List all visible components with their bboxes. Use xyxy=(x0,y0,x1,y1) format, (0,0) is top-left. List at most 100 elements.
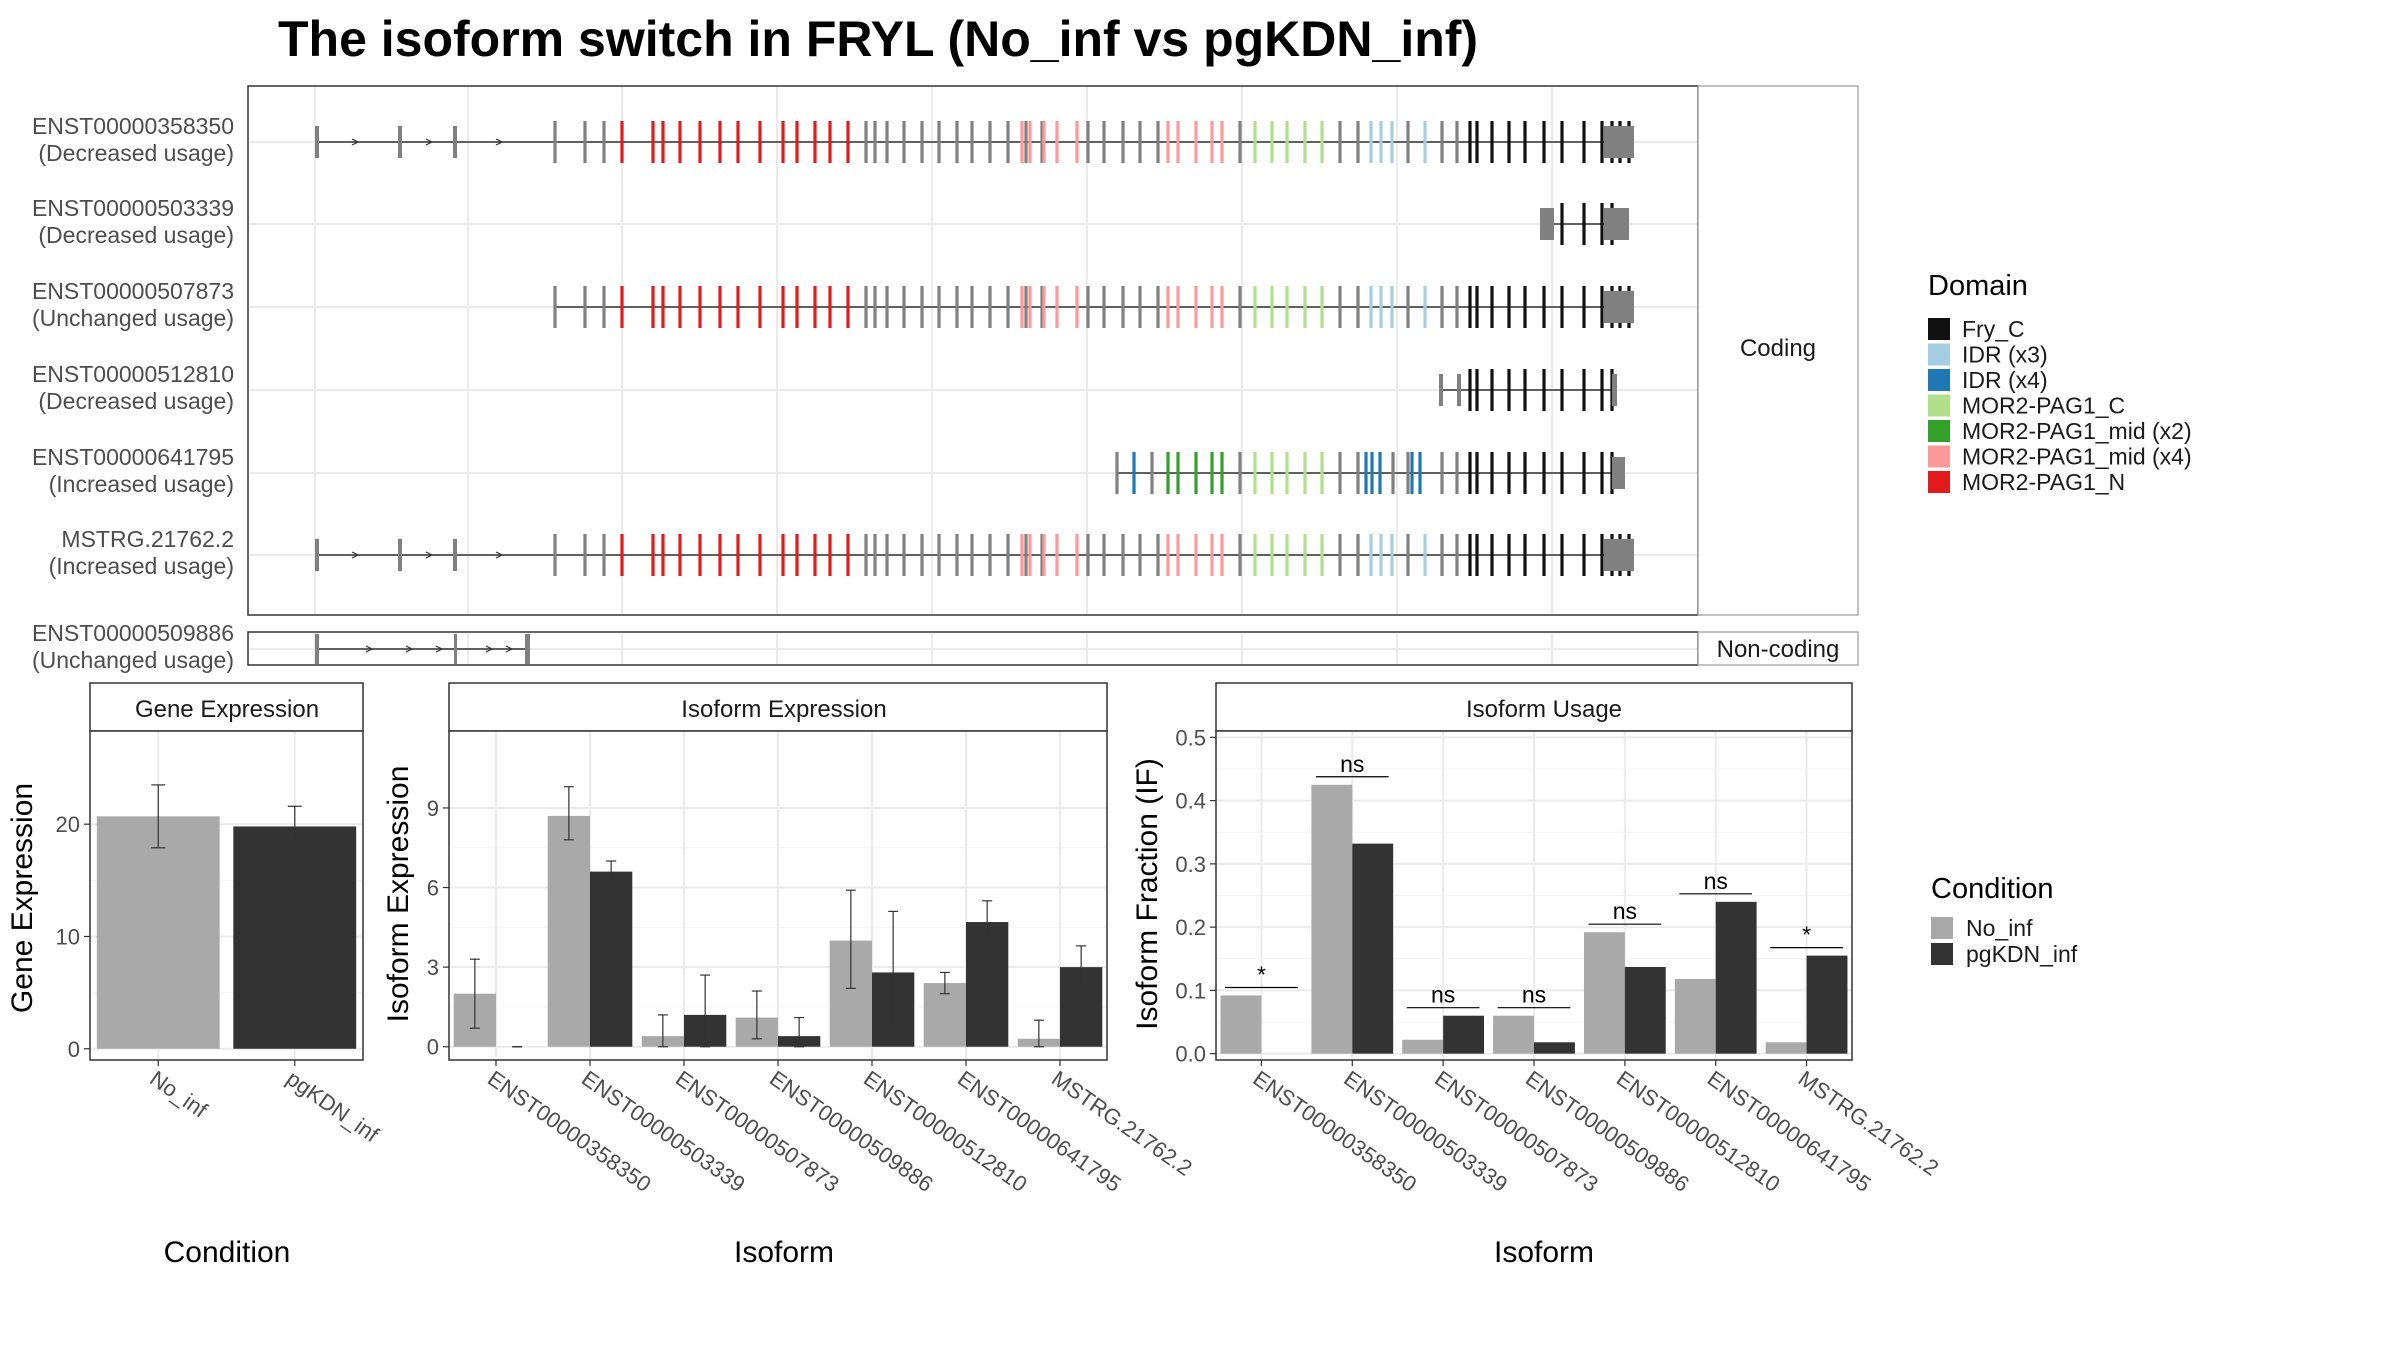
exon xyxy=(1600,369,1604,411)
exon xyxy=(1270,534,1274,576)
exon xyxy=(846,121,850,163)
x-tick-label: ENST00000509886 xyxy=(765,1066,938,1197)
noncoding-strip xyxy=(1697,631,1859,666)
exon xyxy=(873,534,877,576)
exon xyxy=(1121,534,1125,576)
bar xyxy=(1765,1042,1807,1054)
exon xyxy=(828,534,832,576)
exon xyxy=(955,286,959,328)
coding-panel-frame xyxy=(247,85,1699,616)
isoform-usage-xlabel: Isoform xyxy=(1494,1236,1594,1269)
intron-arrow xyxy=(351,138,360,146)
exon xyxy=(1166,286,1170,328)
exon xyxy=(1156,286,1160,328)
exon xyxy=(813,121,817,163)
exon xyxy=(1406,534,1410,576)
exon xyxy=(1285,286,1289,328)
exon xyxy=(1582,369,1586,411)
exon xyxy=(1042,534,1046,576)
exon xyxy=(1364,452,1368,494)
exon xyxy=(1423,534,1427,576)
exon xyxy=(1320,286,1324,328)
exon xyxy=(1542,452,1546,494)
exon xyxy=(1582,121,1586,163)
exon xyxy=(1194,121,1198,163)
exon xyxy=(1390,286,1394,328)
bar xyxy=(96,816,220,1049)
y-tick-label: 10 xyxy=(56,924,80,949)
significance-label: ns xyxy=(1704,868,1728,894)
exon xyxy=(1166,452,1170,494)
panel-strip xyxy=(448,682,1108,732)
exon xyxy=(1475,369,1479,411)
intron-arrow xyxy=(425,551,434,559)
exon xyxy=(1138,534,1142,576)
coding-strip-label: Coding xyxy=(1740,335,1816,362)
exon xyxy=(1523,534,1527,576)
exon xyxy=(1507,121,1511,163)
exon xyxy=(698,121,702,163)
exon xyxy=(1468,121,1472,163)
domain-legend-swatch xyxy=(1928,318,1950,340)
exon xyxy=(1238,121,1242,163)
exon xyxy=(758,286,762,328)
bar xyxy=(1715,901,1757,1054)
exon xyxy=(1270,452,1274,494)
y-tick-label: 0 xyxy=(427,1035,439,1060)
exon xyxy=(885,534,889,576)
domain-legend-swatch xyxy=(1928,369,1950,391)
exon xyxy=(602,286,606,328)
exon xyxy=(1440,534,1444,576)
exon xyxy=(1490,534,1494,576)
exon xyxy=(1475,534,1479,576)
exon xyxy=(1468,452,1472,494)
exon xyxy=(1253,121,1257,163)
x-tick-label: ENST00000509886 xyxy=(1521,1066,1694,1197)
exon xyxy=(1238,534,1242,576)
exon xyxy=(1138,121,1142,163)
x-tick-label: ENST00000358350 xyxy=(483,1066,656,1197)
exon xyxy=(1156,534,1160,576)
bar xyxy=(1806,955,1848,1054)
exon xyxy=(454,634,457,664)
y-tick-label: 0.1 xyxy=(1175,978,1206,1003)
exon xyxy=(1600,121,1604,163)
exon xyxy=(1020,121,1024,163)
exon xyxy=(1166,121,1170,163)
exon xyxy=(398,539,402,571)
exon xyxy=(1560,203,1564,245)
exon xyxy=(1238,286,1242,328)
exon xyxy=(1338,121,1342,163)
x-tick-label: ENST00000503339 xyxy=(1339,1066,1512,1197)
exon xyxy=(1369,534,1373,576)
exon xyxy=(1166,534,1170,576)
exon xyxy=(758,534,762,576)
exon xyxy=(873,121,877,163)
y-tick-label: 0.5 xyxy=(1175,725,1206,750)
intron-arrow xyxy=(351,551,360,559)
domain-legend-label: MOR2-PAG1_C xyxy=(1962,393,2125,419)
exon xyxy=(1042,121,1046,163)
exon xyxy=(1055,534,1059,576)
exon xyxy=(1285,121,1289,163)
exon xyxy=(1156,121,1160,163)
exon xyxy=(1176,534,1180,576)
exon xyxy=(1423,121,1427,163)
exon xyxy=(678,534,682,576)
exon xyxy=(583,286,587,328)
exon xyxy=(1560,286,1564,328)
exon xyxy=(1303,534,1307,576)
exon xyxy=(553,534,557,576)
isoform-label: ENST00000641795 xyxy=(32,444,234,470)
isoform-usage-label: (Unchanged usage) xyxy=(32,647,234,673)
exon xyxy=(1369,121,1373,163)
exon xyxy=(1238,452,1242,494)
exon xyxy=(1455,121,1459,163)
exon xyxy=(1138,286,1142,328)
isoform-usage-chart: * ns ns ns ns ns * 0.0 0.1 0.2 0.3 0.4 0.5 ENST000003… xyxy=(1175,682,1943,1197)
exon xyxy=(453,126,457,158)
exon xyxy=(1270,286,1274,328)
exon xyxy=(920,286,924,328)
y-tick-label: 0.4 xyxy=(1175,789,1206,814)
